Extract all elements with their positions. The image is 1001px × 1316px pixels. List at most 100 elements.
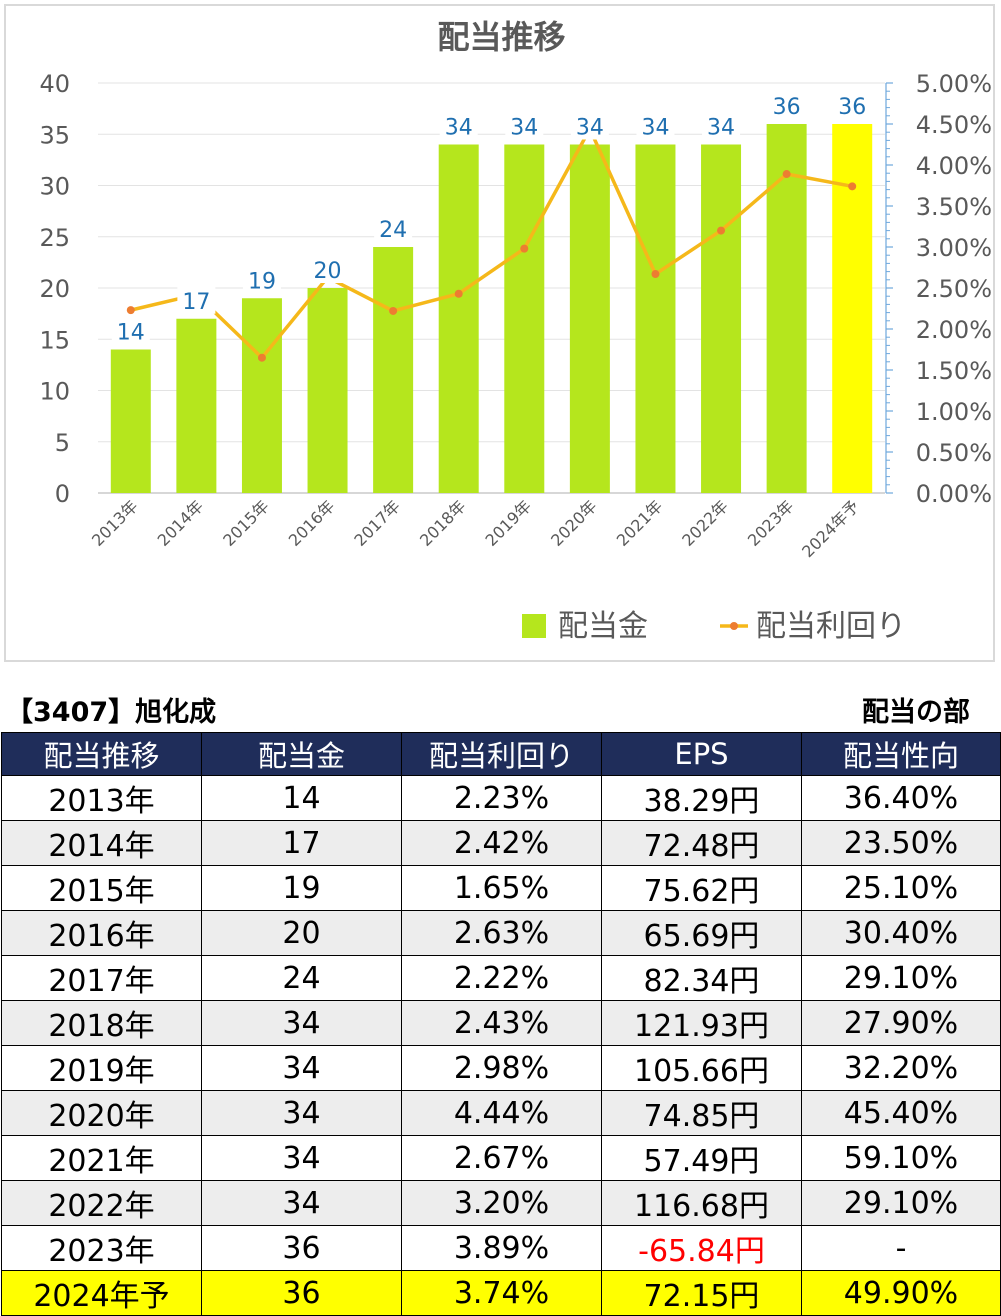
table-row: 2019年 34 2.98% 105.66円 32.20% <box>1 1045 1001 1091</box>
y-right-tick-label: 1.50% <box>916 357 992 385</box>
y-right-tick-label: 1.00% <box>916 398 992 426</box>
x-tick-label: 2019年 <box>482 496 536 550</box>
column-header: 配当利回り <box>401 732 602 776</box>
bar-dividend <box>176 318 217 493</box>
point-yield <box>389 306 398 315</box>
table-cell: 75.62円 <box>601 865 802 911</box>
data-label-dividend: 34 <box>576 116 604 141</box>
table-row: 2023年 36 3.89% -65.84円 - <box>1 1225 1001 1271</box>
x-tick-label: 2017年 <box>350 496 404 550</box>
data-label-backing <box>308 256 347 283</box>
table-row: 2024年予 36 3.74% 72.15円 49.90% <box>1 1270 1001 1316</box>
data-label-dividend: 24 <box>379 218 407 243</box>
x-tick-label: 2013年 <box>88 496 142 550</box>
table-cell: 74.85円 <box>601 1090 802 1136</box>
y-right-tick-label: 4.00% <box>916 152 992 180</box>
y-right-tick-label: 0.00% <box>916 480 992 508</box>
table-cell: 29.10% <box>801 955 1001 1001</box>
table-cell: 34 <box>201 1090 402 1136</box>
data-label-backing <box>767 92 806 119</box>
table-cell: 24 <box>201 955 402 1001</box>
line-yield <box>130 127 853 360</box>
x-tick-label: 2022年 <box>678 496 732 550</box>
point-yield <box>257 353 266 362</box>
bar-dividend <box>701 144 742 493</box>
data-label-dividend: 17 <box>182 290 210 315</box>
table-cell: 23.50% <box>801 820 1001 866</box>
company-name: 【3407】旭化成 <box>6 697 217 728</box>
table-cell: 2.23% <box>401 775 602 821</box>
table-cell: 1.65% <box>401 865 602 911</box>
data-label-dividend: 36 <box>773 95 801 120</box>
point-yield <box>126 306 135 315</box>
y-right-tick-label: 3.00% <box>916 234 992 262</box>
bar-dividend <box>569 144 610 493</box>
table-row: 2021年 34 2.67% 57.49円 59.10% <box>1 1135 1001 1181</box>
table-title-row: 【3407】旭化成 配当の部 <box>6 690 996 730</box>
x-tick-label: 2024年予 <box>798 496 863 561</box>
table-cell: 3.89% <box>401 1225 602 1271</box>
data-label-dividend: 34 <box>510 116 538 141</box>
column-header: 配当推移 <box>1 732 202 776</box>
table-cell: 2.98% <box>401 1045 602 1091</box>
table-cell: 2.22% <box>401 955 602 1001</box>
bar-dividend <box>504 144 545 493</box>
bar-dividend <box>438 144 479 493</box>
point-yield <box>717 226 726 235</box>
data-label-dividend: 19 <box>248 269 276 294</box>
data-label-dividend: 20 <box>314 259 342 284</box>
column-header: 配当金 <box>201 732 402 776</box>
x-tick-label: 2016年 <box>285 496 339 550</box>
x-tick-label: 2021年 <box>613 496 667 550</box>
table-row: 2015年 19 1.65% 75.62円 25.10% <box>1 865 1001 911</box>
table-cell: 116.68円 <box>601 1180 802 1226</box>
table-row: 2013年 14 2.23% 38.29円 36.40% <box>1 775 1001 821</box>
table-cell: 2017年 <box>1 955 202 1001</box>
table-cell: 32.20% <box>801 1045 1001 1091</box>
table-cell: 59.10% <box>801 1135 1001 1181</box>
table-cell: 2016年 <box>1 910 202 956</box>
y-right-tick-label: 4.50% <box>916 111 992 139</box>
y-right-tick-label: 2.50% <box>916 275 992 303</box>
column-header: 配当性向 <box>801 732 1001 776</box>
table-cell: 25.10% <box>801 865 1001 911</box>
data-label-dividend: 14 <box>117 321 145 346</box>
data-label-backing <box>439 112 478 140</box>
table-cell: 105.66円 <box>601 1045 802 1091</box>
table-cell: 2015年 <box>1 865 202 911</box>
table-cell: 2021年 <box>1 1135 202 1181</box>
x-tick-label: 2014年 <box>154 496 208 550</box>
y-left-tick-label: 20 <box>39 275 70 303</box>
table-cell: 19 <box>201 865 402 911</box>
bar-dividend <box>635 144 676 493</box>
table-cell: 36.40% <box>801 775 1001 821</box>
bar-dividend <box>241 298 282 493</box>
point-yield <box>782 170 791 179</box>
table-cell: 2022年 <box>1 1180 202 1226</box>
table-cell: 2.42% <box>401 820 602 866</box>
table-row: 2017年 24 2.22% 82.34円 29.10% <box>1 955 1001 1001</box>
table-cell: 34 <box>201 1135 402 1181</box>
table-cell: 82.34円 <box>601 955 802 1001</box>
y-left-tick-label: 0 <box>55 480 70 508</box>
bar-dividend <box>110 349 151 493</box>
column-header: EPS <box>601 732 802 776</box>
data-label-dividend: 34 <box>641 116 669 141</box>
y-left-tick-label: 40 <box>39 70 70 98</box>
data-label-backing <box>177 286 216 314</box>
table-cell: 49.90% <box>801 1270 1001 1316</box>
table-cell: 65.69円 <box>601 910 802 956</box>
table-cell: 2019年 <box>1 1045 202 1091</box>
table-cell: 2023年 <box>1 1225 202 1271</box>
table-cell: 36 <box>201 1225 402 1271</box>
table-cell: 72.48円 <box>601 820 802 866</box>
data-label-dividend: 36 <box>838 95 866 120</box>
table-row: 2020年 34 4.44% 74.85円 45.40% <box>1 1090 1001 1136</box>
y-right-tick-label: 2.00% <box>916 316 992 344</box>
data-label-backing <box>636 112 675 140</box>
y-left-tick-label: 30 <box>39 173 70 201</box>
table-cell: 121.93円 <box>601 1000 802 1046</box>
y-left-tick-label: 15 <box>39 326 70 354</box>
point-yield <box>848 182 857 191</box>
data-label-backing <box>505 112 544 140</box>
